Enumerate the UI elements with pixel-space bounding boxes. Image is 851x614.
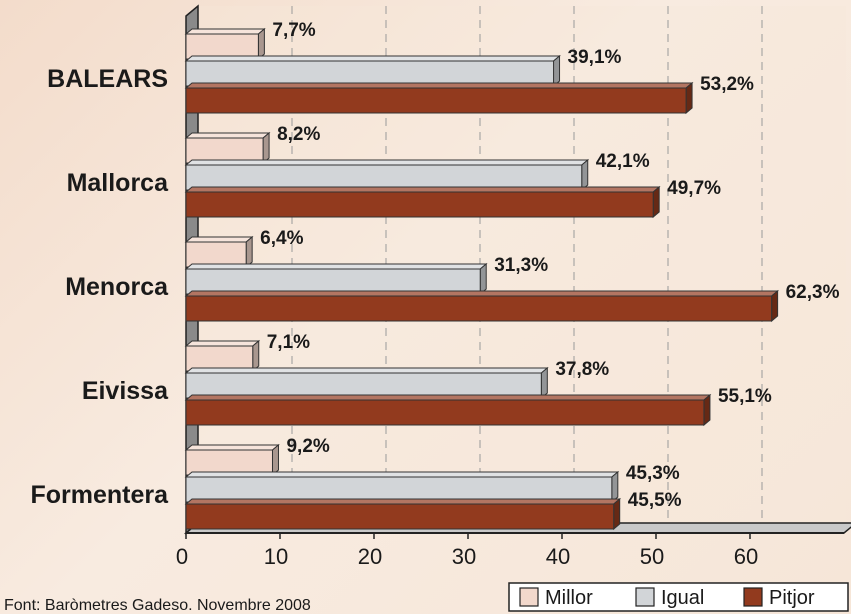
data-label: 49,7% bbox=[667, 178, 721, 199]
data-label: 62,3% bbox=[786, 282, 840, 303]
bar-top bbox=[184, 159, 590, 166]
bar-side bbox=[257, 27, 265, 61]
labels: BALEARS 7,7% 39,1% 53,2% Mallorca 8,2% 42,1% 49… bbox=[30, 20, 839, 511]
data-label: 45,5% bbox=[628, 490, 682, 511]
tick-label-20: 20 bbox=[358, 544, 382, 569]
data-label: 6,4% bbox=[260, 228, 303, 249]
bar-side bbox=[271, 443, 279, 477]
data-label: 55,1% bbox=[718, 386, 772, 407]
bar-top bbox=[184, 82, 694, 89]
category-label: Mallorca bbox=[67, 169, 170, 197]
bar-millor bbox=[185, 137, 264, 164]
bar-side bbox=[479, 262, 487, 296]
data-label: 42,1% bbox=[596, 151, 650, 172]
bar-pitjor bbox=[185, 295, 773, 322]
bar-top bbox=[184, 394, 712, 401]
bar-side bbox=[553, 54, 561, 88]
tick-label-10: 10 bbox=[264, 544, 288, 569]
tick-label-0: 0 bbox=[176, 544, 188, 569]
source-note: Font: Baròmetres Gadeso. Novembre 2008 bbox=[4, 597, 311, 614]
legend-label-igual: Igual bbox=[661, 587, 704, 609]
data-label: 9,2% bbox=[286, 436, 329, 457]
bar-igual bbox=[185, 268, 481, 295]
tick-label-50: 50 bbox=[640, 544, 664, 569]
tick-label-40: 40 bbox=[546, 544, 570, 569]
legend: Millor Igual Pitjor bbox=[508, 582, 849, 612]
bar-top bbox=[184, 55, 561, 62]
data-label: 8,2% bbox=[277, 124, 320, 145]
category-label: BALEARS bbox=[47, 65, 168, 93]
bar-top bbox=[184, 28, 266, 35]
category-label: Menorca bbox=[65, 273, 169, 301]
bar-igual bbox=[185, 164, 583, 191]
data-label: 7,7% bbox=[272, 20, 315, 41]
bar-side bbox=[581, 158, 589, 192]
bar-side bbox=[771, 289, 779, 323]
bar-side bbox=[652, 185, 660, 219]
legend-label-millor: Millor bbox=[545, 587, 593, 609]
legend-label-pitjor: Pitjor bbox=[769, 587, 815, 609]
bar-top bbox=[184, 186, 661, 193]
bar-igual bbox=[185, 476, 613, 503]
bar-millor bbox=[185, 345, 254, 372]
data-label: 53,2% bbox=[700, 74, 754, 95]
bar-pitjor bbox=[185, 191, 654, 218]
bar-top bbox=[184, 444, 280, 451]
bar-pitjor bbox=[185, 399, 705, 426]
legend-box bbox=[508, 582, 849, 612]
bar-pitjor bbox=[185, 503, 615, 530]
bar-top bbox=[184, 340, 261, 347]
bar-side bbox=[685, 81, 693, 115]
data-label: 31,3% bbox=[494, 255, 548, 276]
bar-pitjor bbox=[185, 87, 687, 114]
bar-millor bbox=[185, 241, 247, 268]
x-axis-ticks: 0 10 20 30 40 50 60 bbox=[176, 533, 758, 569]
bars bbox=[184, 27, 780, 531]
bar-millor bbox=[185, 33, 259, 60]
data-label: 39,1% bbox=[568, 47, 622, 68]
bar-side bbox=[252, 339, 260, 373]
category-label: Eivissa bbox=[82, 377, 169, 405]
bar-top bbox=[184, 471, 620, 478]
legend-swatch-pitjor bbox=[743, 587, 763, 607]
bar-top bbox=[184, 236, 254, 243]
bar-side bbox=[611, 470, 619, 504]
bar-igual bbox=[185, 60, 555, 87]
bar-top bbox=[184, 263, 488, 270]
bar-top bbox=[184, 498, 622, 505]
data-label: 7,1% bbox=[267, 332, 310, 353]
bar-side bbox=[245, 235, 253, 269]
bar-side bbox=[262, 131, 270, 165]
data-label: 45,3% bbox=[626, 463, 680, 484]
category-label: Formentera bbox=[30, 481, 169, 509]
bar-igual bbox=[185, 372, 542, 399]
bar-side bbox=[540, 366, 548, 400]
tick-label-60: 60 bbox=[734, 544, 758, 569]
bar-top bbox=[184, 132, 271, 139]
bar-side bbox=[703, 393, 711, 427]
bar-top bbox=[184, 290, 780, 297]
legend-swatch-millor bbox=[519, 587, 539, 607]
bar-side bbox=[613, 497, 621, 531]
data-label: 37,8% bbox=[555, 359, 609, 380]
bar-top bbox=[184, 367, 549, 374]
tick-label-30: 30 bbox=[452, 544, 476, 569]
legend-swatch-igual bbox=[635, 587, 655, 607]
bar-millor bbox=[185, 449, 273, 476]
